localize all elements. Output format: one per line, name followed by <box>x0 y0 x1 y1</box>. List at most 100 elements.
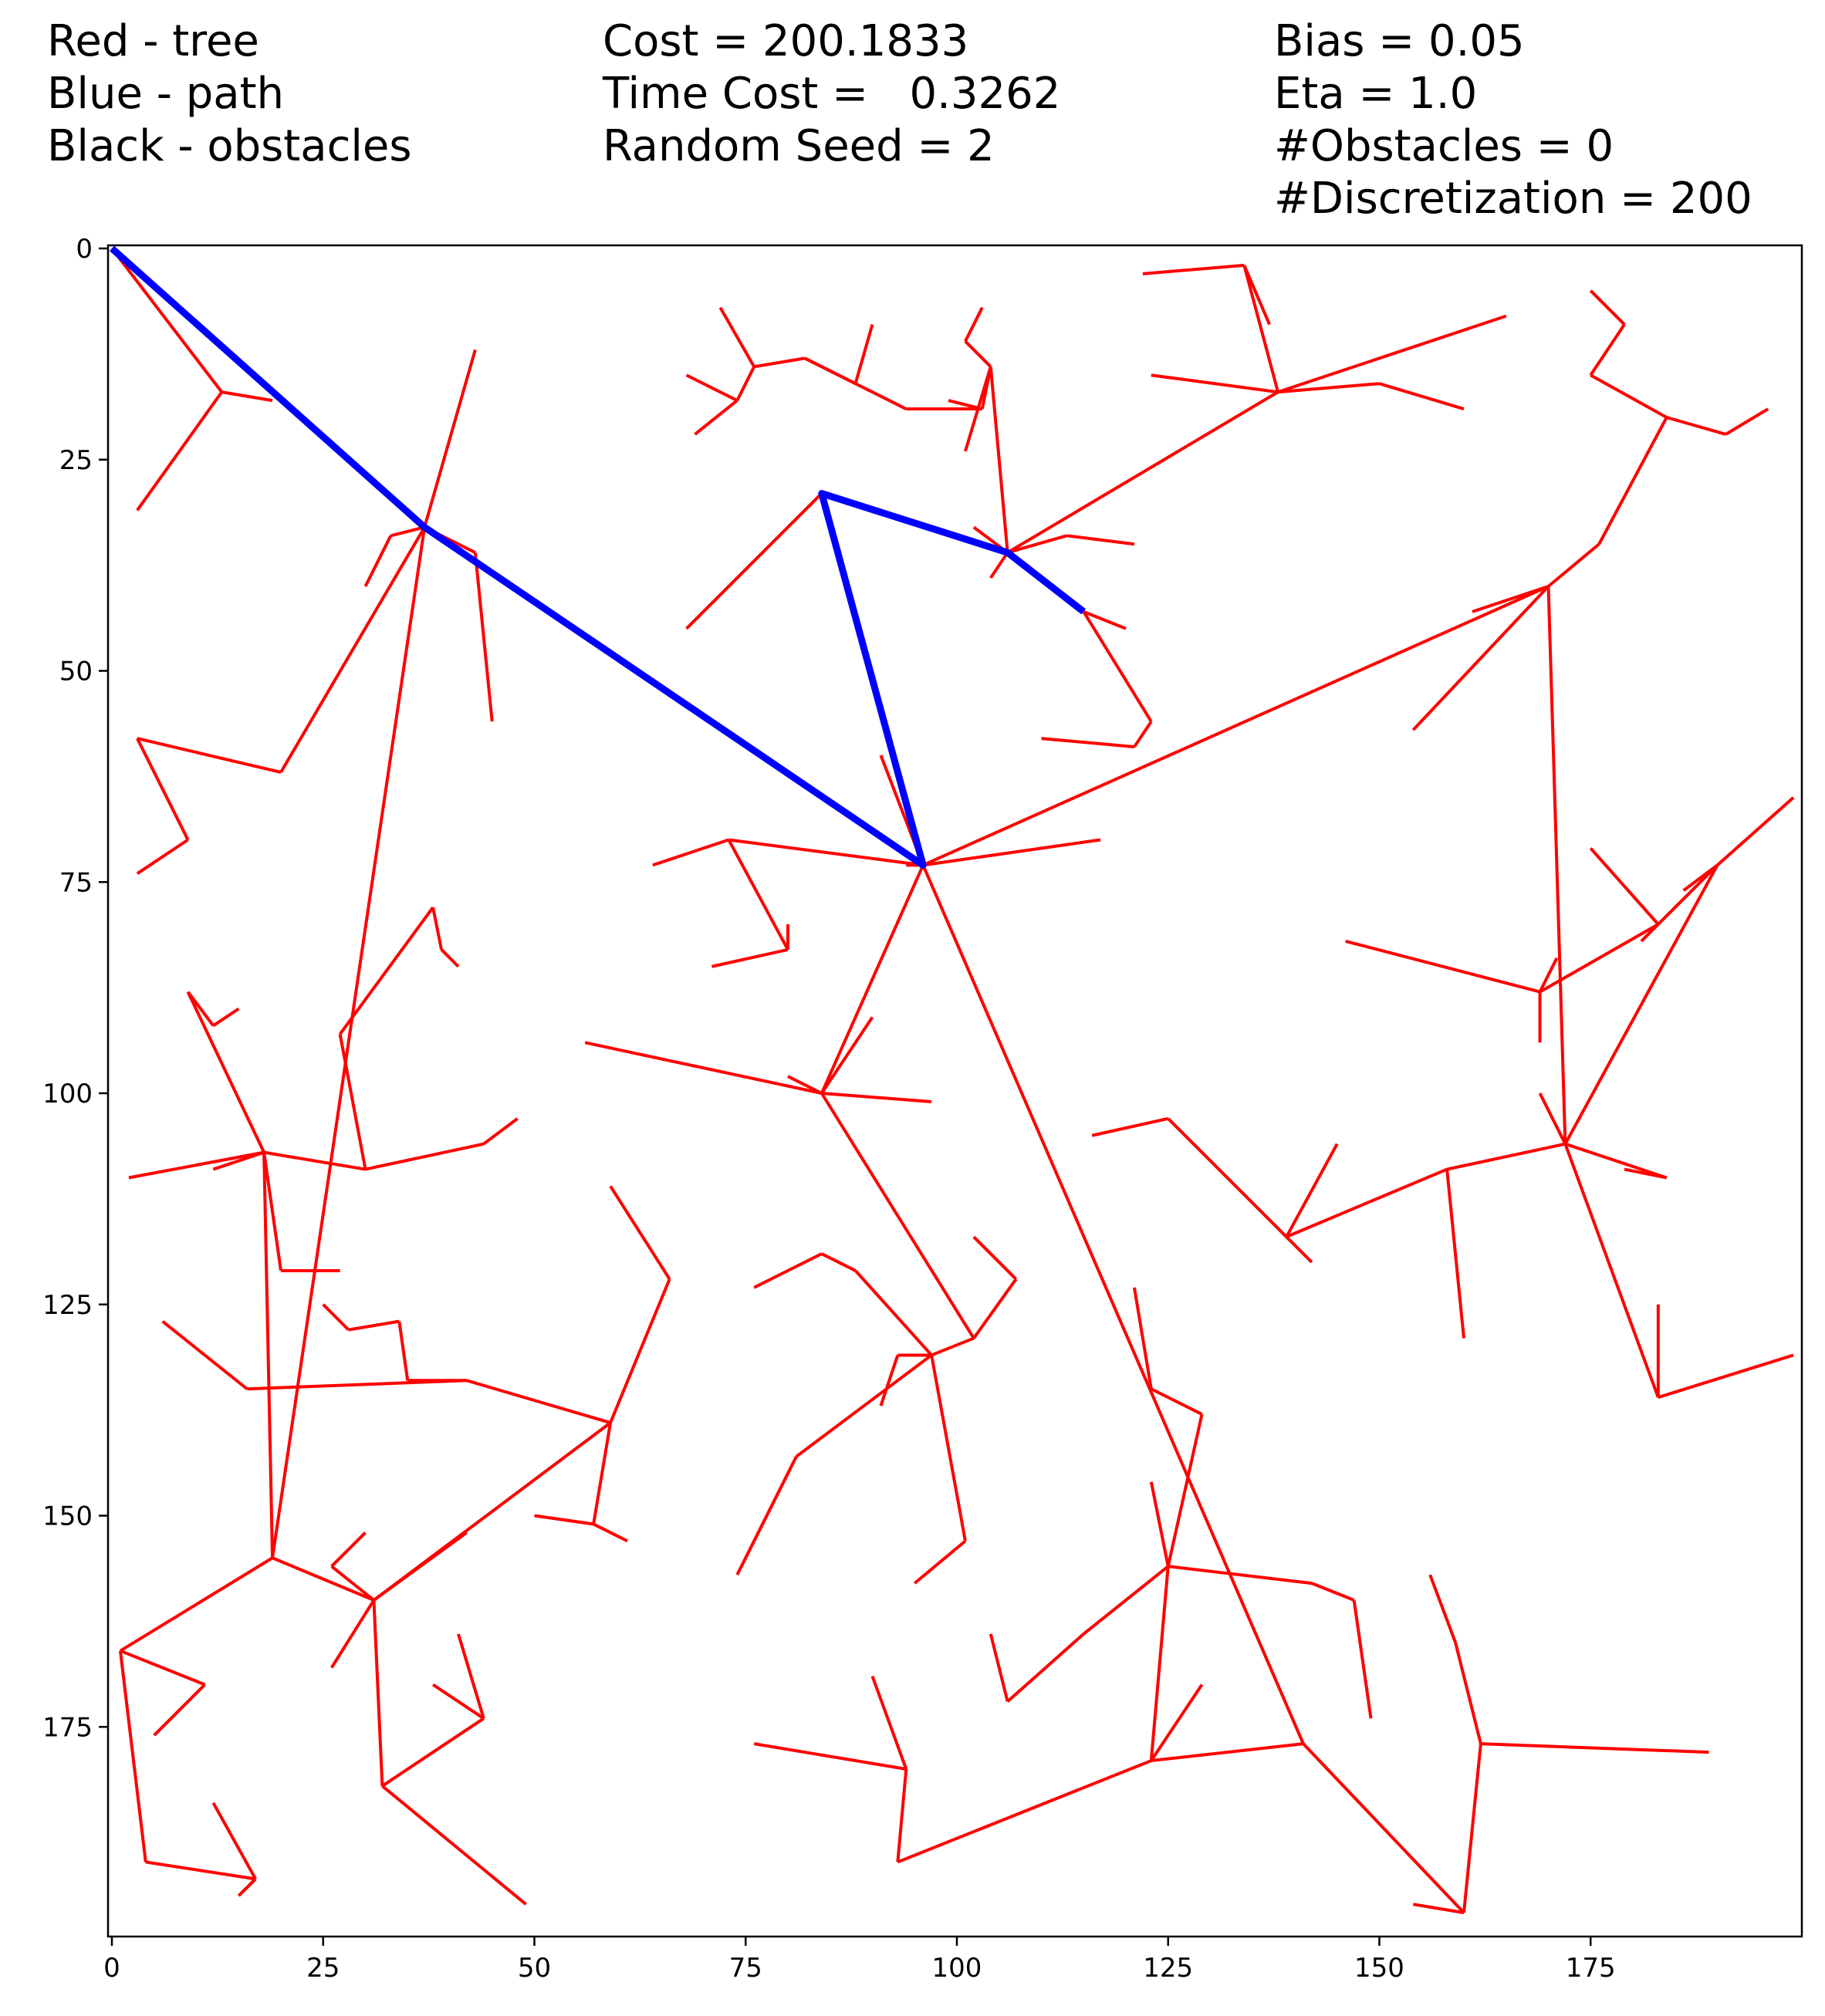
y-tick-label-100: 100 <box>42 1079 93 1109</box>
legend-obstacles: Black - obstacles <box>47 121 412 171</box>
tree-edge-135 <box>186 991 265 1153</box>
tree-edge-81 <box>1539 923 1659 994</box>
tree-edge-137 <box>212 1007 240 1028</box>
y-tick-label-25: 25 <box>59 445 93 476</box>
tree-edge-123 <box>989 1633 1009 1702</box>
tree-edge-82 <box>1538 957 1559 993</box>
y-axis: 0 25 50 75 100 125 150 175 <box>42 234 108 1743</box>
tree-edge-29 <box>964 306 984 343</box>
tree-edge-106 <box>795 1353 933 1458</box>
tree-edge-49 <box>1277 314 1507 394</box>
tree-edge-98 <box>972 1278 1018 1339</box>
tree-edge-178 <box>381 1785 527 1906</box>
tree-edge-109 <box>913 1539 967 1585</box>
tree-edge-11 <box>136 738 190 841</box>
tree-edge-161 <box>373 1421 612 1602</box>
x-tick-label-150: 150 <box>1354 1953 1404 1984</box>
tree-edge-164 <box>592 1422 613 1525</box>
legend-path: Blue - path <box>47 69 285 119</box>
tree-edge-27 <box>989 366 1009 553</box>
tree-edge-65 <box>1589 289 1626 326</box>
tree-edge-157 <box>330 1599 376 1669</box>
tree-edge-91 <box>1091 1116 1169 1137</box>
tree-edge-60 <box>1411 585 1550 731</box>
tree-edge-104 <box>820 1252 857 1272</box>
x-tick-label-50: 50 <box>518 1953 551 1984</box>
tree-edge-31 <box>980 366 992 410</box>
tree-edge-86 <box>1445 1169 1465 1339</box>
tree-edge-159 <box>330 1531 367 1568</box>
x-tick-label-0: 0 <box>103 1953 120 1984</box>
tree-edge-95 <box>584 1041 823 1095</box>
tree-edge-105 <box>753 1252 823 1289</box>
param-obstacles: #Obstacles = 0 <box>1274 121 1614 171</box>
tree-edge-20 <box>1082 610 1153 723</box>
tree-edge-79 <box>1589 847 1660 926</box>
tree-edge-148 <box>482 1117 519 1146</box>
tree-edge-56 <box>711 947 789 968</box>
tree-edge-119 <box>1149 1566 1170 1761</box>
tree-edge-67 <box>1725 407 1769 436</box>
tree-edge-97 <box>820 1092 975 1339</box>
tree-edge-173 <box>322 1303 350 1332</box>
tree-edge-130 <box>870 1675 908 1770</box>
tree-edge-147 <box>365 1142 485 1171</box>
tree-edge-19 <box>1083 610 1127 630</box>
tree-edge-132 <box>1150 1387 1203 1416</box>
y-tick-label-75: 75 <box>59 867 93 898</box>
tree-edge-28 <box>964 340 992 368</box>
tree-edge-151 <box>153 1683 206 1737</box>
y-tick-label-175: 175 <box>42 1712 93 1743</box>
tree-edge-35 <box>753 356 806 369</box>
tree-edge-93 <box>820 1016 874 1095</box>
tree-edge-68 <box>1546 586 1567 1144</box>
tree-edge-153 <box>145 1860 256 1881</box>
tree-edge-71 <box>1624 1167 1668 1180</box>
tree-edge-53 <box>652 838 729 867</box>
tree-edge-134 <box>262 1152 275 1558</box>
param-eta: Eta = 1.0 <box>1274 69 1478 119</box>
tree-edge-118 <box>1150 1683 1204 1762</box>
tree-edge-12 <box>136 838 189 875</box>
tree-edge-5 <box>390 525 425 538</box>
tree-edge-10 <box>137 737 282 774</box>
tree-edge-146 <box>440 948 460 968</box>
tree-edge-127 <box>897 1759 1152 1864</box>
tree-edge-165 <box>534 1514 594 1526</box>
tree-edge-143 <box>338 1033 367 1170</box>
tree-edge-114 <box>1480 1742 1709 1754</box>
tree-edge-84 <box>1345 939 1541 994</box>
tree-edge-99 <box>972 1235 1018 1281</box>
tree-edge-155 <box>237 1877 257 1897</box>
tree-edge-166 <box>593 1522 628 1543</box>
tree-edge-69 <box>1538 1092 1567 1145</box>
tree-edge-62 <box>1597 417 1668 545</box>
tree-edge-24 <box>989 552 1009 579</box>
tree-edge-36 <box>718 306 755 368</box>
tree-edge-131 <box>1166 1413 1204 1567</box>
stat-random-seed: Random Seed = 2 <box>603 121 995 171</box>
tree-edge-6 <box>363 535 393 587</box>
tree-edge-44 <box>1142 263 1245 275</box>
tree-edge-63 <box>1590 373 1668 419</box>
tree-edge-52 <box>728 838 924 867</box>
tree-edge-139 <box>128 1150 265 1180</box>
tree-edge-169 <box>161 1320 248 1390</box>
tree-edge-40 <box>804 356 857 385</box>
tree-edge-1 <box>221 390 273 403</box>
tree-edge-116 <box>1428 1574 1457 1643</box>
legend-block: Red - tree Blue - path Black - obstacles <box>47 15 412 173</box>
tree-edge-133 <box>1132 1287 1153 1390</box>
tree-edge-162 <box>609 1278 671 1423</box>
tree-edge-177 <box>457 1633 485 1719</box>
tree-edge-156 <box>272 1556 375 1602</box>
tree-edge-96 <box>821 1092 932 1103</box>
tree-edge-124 <box>1168 1565 1313 1585</box>
tree-edge-92 <box>820 864 925 1094</box>
x-tick-label-75: 75 <box>729 1953 762 1984</box>
x-tick-label-175: 175 <box>1566 1953 1616 1984</box>
y-tick-label-50: 50 <box>59 657 93 687</box>
tree-edge-136 <box>186 991 215 1027</box>
tree-edge-120 <box>1149 1481 1170 1567</box>
